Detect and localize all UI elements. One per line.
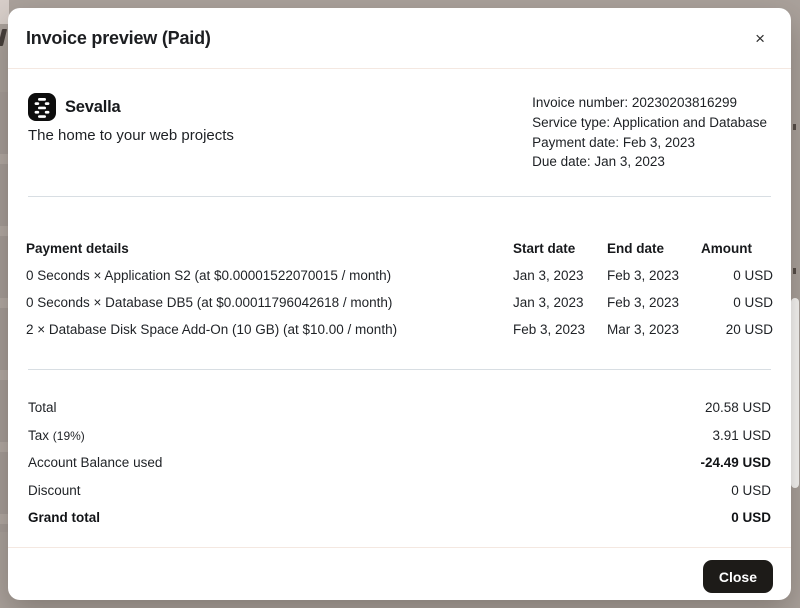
due-date: Due date: Jan 3, 2023 [532, 154, 665, 170]
brand-block: Sevalla The home to your web projects [28, 93, 234, 144]
backdrop-text-fragment [793, 268, 796, 274]
summary-row-tax: Tax (19%) 3.91 USD [28, 422, 771, 450]
column-header-details: Payment details [26, 241, 129, 257]
overlay-scrollbar-thumb[interactable] [791, 298, 799, 488]
line-item-description: 0 Seconds × Application S2 (at $0.000015… [26, 268, 392, 284]
backdrop-text-fragment [0, 29, 8, 46]
table-header-row: Payment details Start date End date Amou… [26, 235, 773, 262]
payment-date: Payment date: Feb 3, 2023 [532, 134, 695, 150]
line-item-end-date: Mar 3, 2023 [607, 322, 680, 338]
summary-label: Discount [28, 482, 81, 498]
line-item-end-date: Feb 3, 2023 [607, 295, 680, 311]
section-divider [28, 369, 771, 371]
backdrop-table-rows-fragment [0, 92, 8, 532]
summary-label: Grand total [28, 510, 101, 526]
table-row: 0 Seconds × Database DB5 (at $0.00011796… [26, 289, 773, 316]
sevalla-logo-icon [28, 93, 56, 121]
close-icon[interactable]: × [749, 26, 771, 51]
invoice-number: Invoice number: 20230203816299 [532, 95, 738, 110]
line-item-end-date: Feb 3, 2023 [607, 268, 680, 284]
backdrop-text-fragment [793, 124, 796, 130]
column-header-end-date: End date [607, 241, 665, 257]
modal-header: Invoice preview (Paid) × [8, 8, 791, 69]
backdrop-page-fragment [0, 0, 9, 24]
invoice-summary: Total 20.58 USD Tax (19%) 3.91 USD Accou… [26, 394, 773, 532]
summary-label: Total [28, 400, 57, 416]
summary-value: 0 USD [731, 510, 771, 526]
column-header-amount: Amount [701, 241, 752, 257]
summary-row-discount: Discount 0 USD [28, 477, 771, 505]
payment-details-table: Payment details Start date End date Amou… [26, 235, 773, 343]
summary-value: 0 USD [731, 482, 771, 498]
line-item-start-date: Jan 3, 2023 [513, 295, 584, 311]
summary-row-account-balance: Account Balance used -24.49 USD [28, 449, 771, 477]
close-button[interactable]: Close [702, 560, 773, 593]
invoice-header-section: Sevalla The home to your web projects In… [26, 93, 773, 172]
summary-label: Account Balance used [28, 455, 163, 471]
line-item-amount: 0 USD [733, 268, 773, 284]
modal-title: Invoice preview (Paid) [26, 27, 211, 48]
modal-footer: Close [8, 547, 791, 600]
summary-value: -24.49 USD [700, 455, 771, 471]
section-divider [28, 196, 771, 198]
brand-name: Sevalla [65, 97, 121, 116]
table-row: 2 × Database Disk Space Add-On (10 GB) (… [26, 316, 773, 343]
summary-label: Tax (19%) [28, 427, 85, 443]
summary-value: 20.58 USD [704, 400, 771, 416]
brand-tagline: The home to your web projects [28, 127, 234, 144]
invoice-preview-modal: Invoice preview (Paid) × Sevall [8, 8, 791, 600]
modal-body: Sevalla The home to your web projects In… [8, 69, 791, 547]
line-item-start-date: Jan 3, 2023 [513, 268, 584, 284]
summary-row-grand-total: Grand total 0 USD [28, 504, 771, 532]
table-row: 0 Seconds × Application S2 (at $0.000015… [26, 262, 773, 289]
service-type: Service type: Application and Database [532, 114, 767, 130]
summary-value: 3.91 USD [712, 427, 771, 443]
line-item-amount: 0 USD [733, 295, 773, 311]
line-item-amount: 20 USD [725, 322, 773, 338]
summary-row-total: Total 20.58 USD [28, 394, 771, 422]
tax-rate-note: (19%) [52, 428, 85, 443]
line-item-description: 0 Seconds × Database DB5 (at $0.00011796… [26, 295, 393, 311]
column-header-start-date: Start date [513, 241, 576, 257]
line-item-description: 2 × Database Disk Space Add-On (10 GB) (… [26, 322, 398, 338]
invoice-meta-block: Invoice number: 20230203816299 Service t… [532, 93, 767, 172]
line-item-start-date: Feb 3, 2023 [513, 322, 586, 338]
